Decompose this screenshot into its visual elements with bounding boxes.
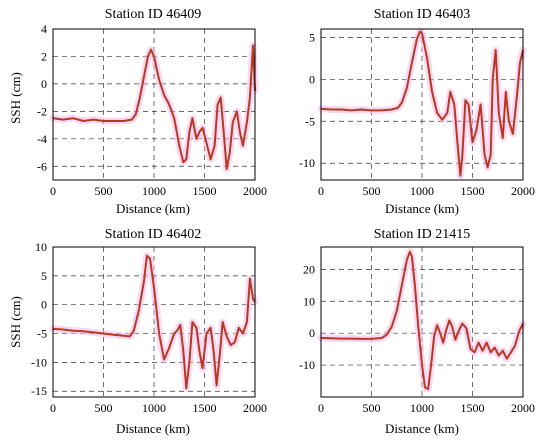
y-tick-label: -10 <box>31 355 47 369</box>
x-tick-label: 1000 <box>142 401 166 415</box>
series-line <box>320 30 524 177</box>
plot-area: 0 500 1000 1500 2000 -10 -5 0 5 <box>299 28 535 198</box>
x-tick-label: 2000 <box>243 184 267 198</box>
x-tick-label: 500 <box>95 184 113 198</box>
y-tick-label: 0 <box>41 77 47 91</box>
x-tick-label: 500 <box>95 401 113 415</box>
x-tick-label: 0 <box>318 401 324 415</box>
x-tick-label: 0 <box>318 184 324 198</box>
x-axis-label: Distance (km) <box>116 201 190 216</box>
plot-area: 0 500 1000 1500 2000 -10 0 10 20 <box>299 246 535 415</box>
plot-area: 0 500 1000 1500 2000 -6 -4 -2 0 2 4 <box>37 22 267 198</box>
y-tick-label: 2 <box>41 49 47 63</box>
y-tick-label: -4 <box>37 132 47 146</box>
x-tick-label: 0 <box>50 184 56 198</box>
panel-46402: Station ID 46402 SSH (cm) Distance (km) … <box>8 227 267 436</box>
y-tick-label: -10 <box>299 358 315 372</box>
y-tick-label: -5 <box>305 114 315 128</box>
x-tick-label: 0 <box>50 401 56 415</box>
y-tick-label: -10 <box>299 156 315 170</box>
plot-frame <box>52 28 256 181</box>
y-tick-label: 0 <box>41 298 47 312</box>
y-axis-label: SSH (cm) <box>8 72 23 124</box>
x-tick-label: 1000 <box>142 184 166 198</box>
x-tick-label: 2000 <box>243 401 267 415</box>
y-tick-label: -15 <box>31 384 47 398</box>
x-tick-label: 1000 <box>410 184 434 198</box>
plot-area: 0 500 1000 1500 2000 -15 -10 -5 0 5 10 <box>31 240 267 415</box>
x-tick-label: 1500 <box>461 184 485 198</box>
y-tick-label: -5 <box>37 327 47 341</box>
series-line <box>52 44 256 170</box>
x-tick-label: 1500 <box>193 401 217 415</box>
chart-title: Station ID 46402 <box>105 227 201 242</box>
chart-title: Station ID 21415 <box>374 227 470 242</box>
y-tick-label: 10 <box>35 240 47 254</box>
y-tick-label: 10 <box>303 294 315 308</box>
panel-46409: Station ID 46409 SSH (cm) Distance (km) … <box>8 7 267 216</box>
series-line <box>52 254 256 390</box>
panel-46403: Station ID 46403 Distance (km) 0 500 1000 1… <box>299 7 535 216</box>
x-tick-label: 1500 <box>461 401 485 415</box>
y-tick-label: 0 <box>309 72 315 86</box>
y-tick-label: -6 <box>37 159 47 173</box>
x-tick-label: 1000 <box>410 401 434 415</box>
panel-21415: Station ID 21415 Distance (km) 0 500 1000 1… <box>299 227 535 436</box>
y-tick-label: 5 <box>309 30 315 44</box>
y-tick-label: 20 <box>303 262 315 276</box>
series-line <box>320 250 524 390</box>
chart-title: Station ID 46409 <box>105 7 201 22</box>
y-tick-label: 5 <box>41 269 47 283</box>
y-tick-label: 0 <box>309 326 315 340</box>
x-tick-label: 2000 <box>511 401 535 415</box>
x-tick-label: 2000 <box>511 184 535 198</box>
plot-frame <box>52 246 256 398</box>
plot-frame <box>320 246 524 398</box>
x-axis-label: Distance (km) <box>385 421 459 436</box>
y-axis-label: SSH (cm) <box>8 296 23 348</box>
chart-title: Station ID 46403 <box>374 7 470 22</box>
x-axis-label: Distance (km) <box>116 421 190 436</box>
y-tick-label: -2 <box>37 104 47 118</box>
plot-frame <box>320 28 524 181</box>
x-tick-label: 500 <box>363 184 381 198</box>
x-axis-label: Distance (km) <box>385 201 459 216</box>
y-tick-label: 4 <box>41 22 47 36</box>
x-tick-label: 500 <box>363 401 381 415</box>
x-tick-label: 1500 <box>193 184 217 198</box>
